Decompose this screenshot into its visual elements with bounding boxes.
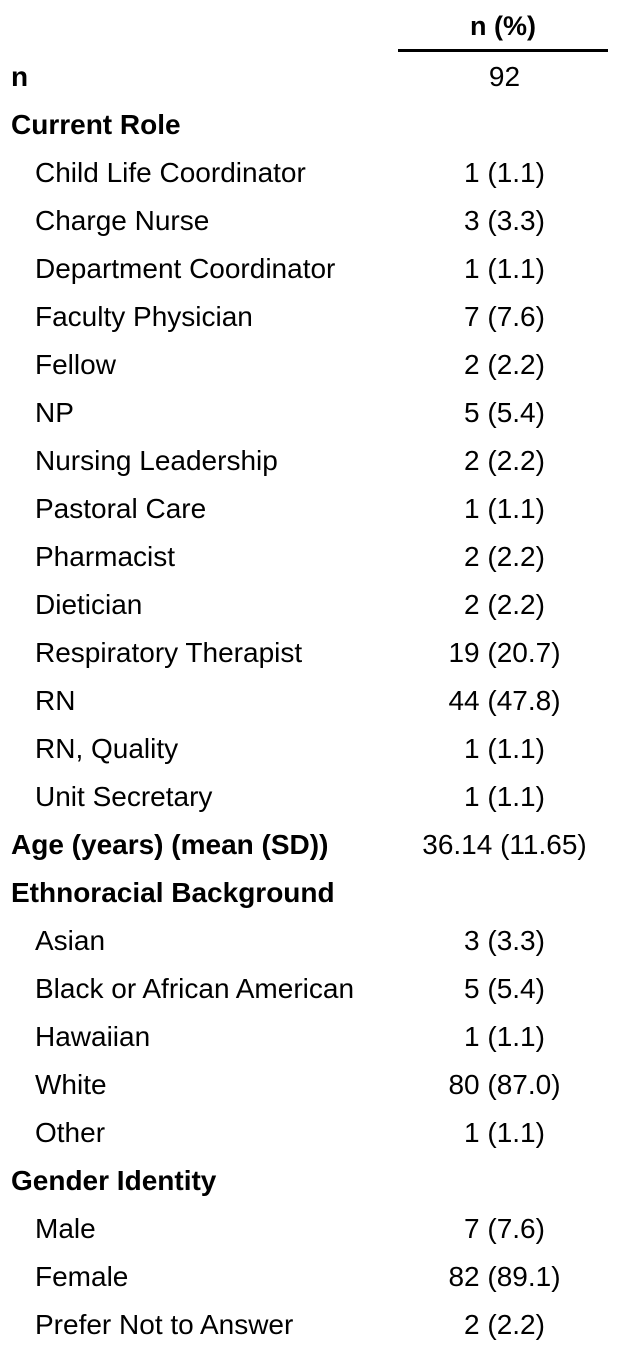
section-gender-identity: Gender Identity bbox=[0, 1157, 618, 1205]
row-value: 82 (89.1) bbox=[448, 1261, 561, 1292]
table-row: Pharmacist 2 (2.2) bbox=[0, 533, 618, 581]
table-row: Charge Nurse 3 (3.3) bbox=[0, 197, 618, 245]
row-value: 7 (7.6) bbox=[464, 1213, 545, 1244]
row-label: Child Life Coordinator bbox=[35, 157, 306, 188]
row-value: 36.14 (11.65) bbox=[422, 829, 587, 860]
row-value: 3 (3.3) bbox=[464, 205, 545, 236]
table-row: Unit Secretary 1 (1.1) bbox=[0, 773, 618, 821]
table-row: White 80 (87.0) bbox=[0, 1061, 618, 1109]
header-rule bbox=[398, 49, 608, 52]
table-row: Child Life Coordinator 1 (1.1) bbox=[0, 149, 618, 197]
table-row: Asian 3 (3.3) bbox=[0, 917, 618, 965]
section-ethnoracial-background: Ethnoracial Background bbox=[0, 869, 618, 917]
row-value: 19 (20.7) bbox=[448, 637, 561, 668]
row-label: Fellow bbox=[35, 349, 116, 380]
row-value: 2 (2.2) bbox=[464, 349, 545, 380]
table-row: RN 44 (47.8) bbox=[0, 677, 618, 725]
row-label: Other bbox=[35, 1117, 106, 1148]
row-value: 1 (1.1) bbox=[464, 781, 545, 812]
table-header: n (%) bbox=[0, 0, 618, 53]
row-label: Age (years) (mean (SD)) bbox=[11, 829, 329, 860]
row-value: 1 (1.1) bbox=[464, 253, 545, 284]
table-row: Black or African American 5 (5.4) bbox=[0, 965, 618, 1013]
table-row: Other 1 (1.1) bbox=[0, 1109, 618, 1157]
row-value: 1 (1.1) bbox=[464, 733, 545, 764]
row-label: Male bbox=[35, 1213, 96, 1244]
row-label: Pastoral Care bbox=[35, 493, 207, 524]
table-row: Fellow 2 (2.2) bbox=[0, 341, 618, 389]
row-label: NP bbox=[35, 397, 74, 428]
row-label: Dietician bbox=[35, 589, 143, 620]
table-row: RN, Quality 1 (1.1) bbox=[0, 725, 618, 773]
row-label: Unit Secretary bbox=[35, 781, 213, 812]
row-value: 1 (1.1) bbox=[464, 1117, 545, 1148]
row-value: 2 (2.2) bbox=[464, 589, 545, 620]
row-value: 5 (5.4) bbox=[464, 973, 545, 1004]
row-value: 44 (47.8) bbox=[448, 685, 561, 716]
row-label: RN, Quality bbox=[35, 733, 179, 764]
row-value: 7 (7.6) bbox=[464, 301, 545, 332]
section-label: Current Role bbox=[11, 109, 181, 140]
column-header-n-percent: n (%) bbox=[470, 11, 536, 41]
section-label: Ethnoracial Background bbox=[11, 877, 335, 908]
row-age-mean-sd: Age (years) (mean (SD)) 36.14 (11.65) bbox=[0, 821, 618, 869]
row-value: 1 (1.1) bbox=[464, 1021, 545, 1052]
row-label: n bbox=[11, 61, 29, 92]
row-value: 80 (87.0) bbox=[448, 1069, 561, 1100]
row-label: Black or African American bbox=[35, 973, 355, 1004]
table-row: NP 5 (5.4) bbox=[0, 389, 618, 437]
row-value: 2 (2.2) bbox=[464, 445, 545, 476]
table-row: Female 82 (89.1) bbox=[0, 1253, 618, 1301]
row-value: 1 (1.1) bbox=[464, 493, 545, 524]
table-row: Respiratory Therapist 19 (20.7) bbox=[0, 629, 618, 677]
row-label: Nursing Leadership bbox=[35, 445, 278, 476]
table-row: Dietician 2 (2.2) bbox=[0, 581, 618, 629]
section-current-role: Current Role bbox=[0, 101, 618, 149]
row-label: Hawaiian bbox=[35, 1021, 151, 1052]
row-value: 5 (5.4) bbox=[464, 397, 545, 428]
row-label: Asian bbox=[35, 925, 106, 956]
table-row: Male 7 (7.6) bbox=[0, 1205, 618, 1253]
row-label: Charge Nurse bbox=[35, 205, 210, 236]
table-row: Prefer Not to Answer 2 (2.2) bbox=[0, 1301, 618, 1349]
row-value: 92 bbox=[488, 61, 521, 92]
table-row: Faculty Physician 7 (7.6) bbox=[0, 293, 618, 341]
row-label: Respiratory Therapist bbox=[35, 637, 303, 668]
table-row: Department Coordinator 1 (1.1) bbox=[0, 245, 618, 293]
row-label: Prefer Not to Answer bbox=[35, 1309, 294, 1340]
row-value: 3 (3.3) bbox=[464, 925, 545, 956]
table-row: Hawaiian 1 (1.1) bbox=[0, 1013, 618, 1061]
row-label: RN bbox=[35, 685, 76, 716]
row-label: Pharmacist bbox=[35, 541, 176, 572]
section-label: Gender Identity bbox=[11, 1165, 217, 1196]
row-value: 2 (2.2) bbox=[464, 1309, 545, 1340]
row-value: 1 (1.1) bbox=[464, 157, 545, 188]
row-label: Faculty Physician bbox=[35, 301, 253, 332]
row-label: Department Coordinator bbox=[35, 253, 336, 284]
row-label: Female bbox=[35, 1261, 129, 1292]
row-label: White bbox=[35, 1069, 107, 1100]
row-n: n 92 bbox=[0, 53, 618, 101]
row-value: 2 (2.2) bbox=[464, 541, 545, 572]
table-row: Pastoral Care 1 (1.1) bbox=[0, 485, 618, 533]
table-row: Nursing Leadership 2 (2.2) bbox=[0, 437, 618, 485]
